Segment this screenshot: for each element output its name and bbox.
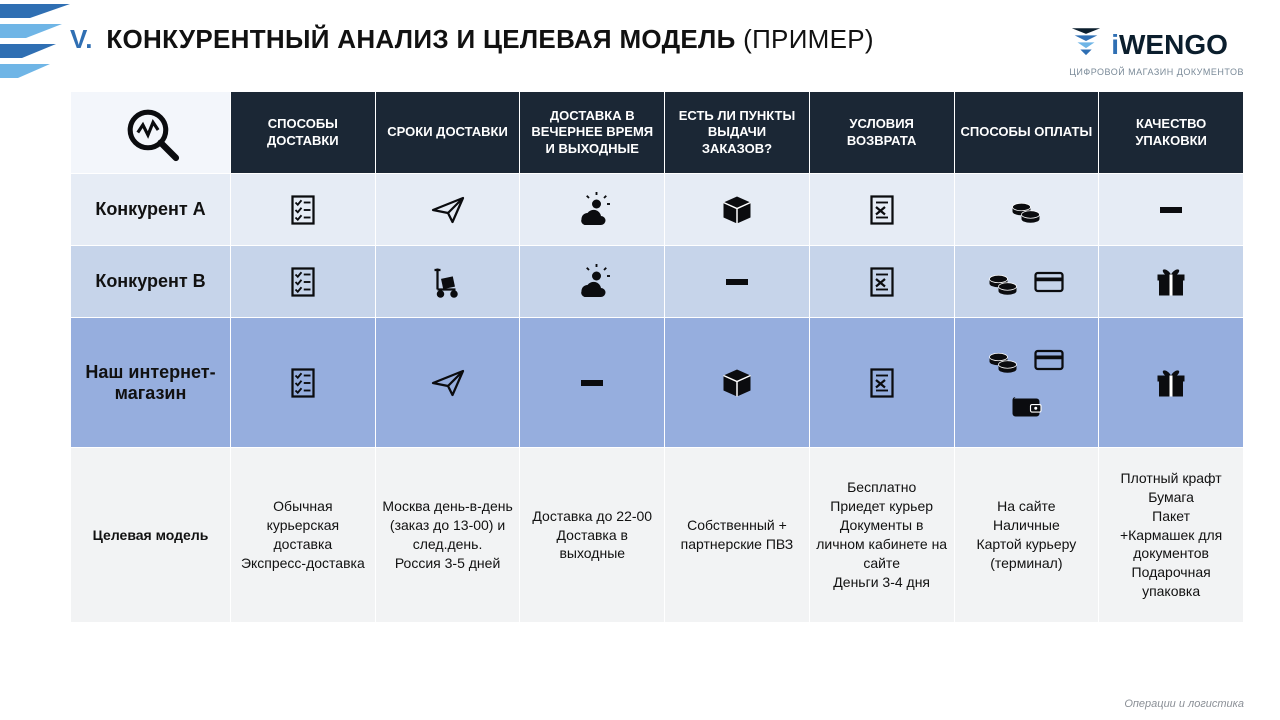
brand-tagline: ЦИФРОВОЙ МАГАЗИН ДОКУМЕНТОВ: [1069, 67, 1244, 77]
cell-text: Плотный крафт Бумага Пакет +Кармашек для…: [1105, 469, 1237, 601]
table-cell: Доставка до 22-00 Доставка в выходные: [520, 448, 665, 623]
sun-cloud-icon: [574, 192, 610, 228]
box-icon: [719, 365, 755, 401]
table-cell: [375, 246, 520, 318]
row-label: Конкурент А: [71, 174, 231, 246]
col-header-6: СПОСОБЫ ОПЛАТЫ: [954, 92, 1099, 174]
checklist-icon: [285, 192, 321, 228]
col-header-5: УСЛОВИЯ ВОЗВРАТА: [809, 92, 954, 174]
card-icon: [1031, 342, 1067, 378]
col-header-4: ЕСТЬ ЛИ ПУНКТЫ ВЫДАЧИ ЗАКАЗОВ?: [665, 92, 810, 174]
doc-cancel-icon: [864, 264, 900, 300]
card-icon: [1031, 264, 1067, 300]
dash-icon: [1160, 207, 1182, 213]
table-cell: [520, 318, 665, 448]
col-header-1: СПОСОБЫ ДОСТАВКИ: [231, 92, 376, 174]
checklist-icon: [285, 365, 321, 401]
header-search-cell: [71, 92, 231, 174]
wallet-icon: [1008, 388, 1044, 424]
title-sub: (ПРИМЕР): [743, 24, 874, 54]
table-cell: Плотный крафт Бумага Пакет +Кармашек для…: [1099, 448, 1244, 623]
dash-icon: [726, 279, 748, 285]
paper-plane-icon: [430, 365, 466, 401]
table-cell: На сайте Наличные Картой курьеру (термин…: [954, 448, 1099, 623]
row-label: Конкурент В: [71, 246, 231, 318]
table-cell: [809, 246, 954, 318]
doc-cancel-icon: [864, 192, 900, 228]
col-header-7: КАЧЕСТВО УПАКОВКИ: [1099, 92, 1244, 174]
cell-text: На сайте Наличные Картой курьеру (термин…: [961, 497, 1093, 573]
paper-plane-icon: [430, 192, 466, 228]
brand-name-i: i: [1111, 29, 1119, 60]
table-cell: [809, 318, 954, 448]
table-cell: [231, 174, 376, 246]
row-label: Наш интернет-магазин: [71, 318, 231, 448]
table-row: Целевая модельОбычная курьерская доставк…: [71, 448, 1244, 623]
table-cell: [375, 174, 520, 246]
cell-text: Собственный + партнерские ПВЗ: [671, 516, 803, 554]
cell-text: Обычная курьерская доставка Экспресс-дос…: [237, 497, 369, 573]
brand-logo-icon: [1069, 24, 1103, 65]
table-row: Конкурент В: [71, 246, 1244, 318]
checklist-icon: [285, 264, 321, 300]
table-cell: [1099, 246, 1244, 318]
footer-note: Операции и логистика: [1124, 698, 1244, 710]
doc-cancel-icon: [864, 365, 900, 401]
table-cell: [665, 318, 810, 448]
table-cell: [665, 246, 810, 318]
table-cell: [809, 174, 954, 246]
gift-icon: [1153, 264, 1189, 300]
table-cell: Собственный + партнерские ПВЗ: [665, 448, 810, 623]
brand-name-rest: WENGO: [1119, 29, 1228, 60]
table-cell: Бесплатно Приедет курьер Документы в лич…: [809, 448, 954, 623]
table-cell: [1099, 318, 1244, 448]
row-label: Целевая модель: [71, 448, 231, 623]
col-header-3: ДОСТАВКА В ВЕЧЕРНЕЕ ВРЕМЯ И ВЫХОДНЫЕ: [520, 92, 665, 174]
cell-text: Москва день-в-день (заказ до 13-00) и сл…: [382, 497, 514, 573]
table-row: Конкурент А: [71, 174, 1244, 246]
table-cell: [954, 174, 1099, 246]
magnifier-icon: [77, 102, 224, 163]
coins-icon: [985, 264, 1021, 300]
sun-cloud-icon: [574, 264, 610, 300]
dash-icon: [581, 380, 603, 386]
table-cell: Обычная курьерская доставка Экспресс-дос…: [231, 448, 376, 623]
page-title: V. КОНКУРЕНТНЫЙ АНАЛИЗ И ЦЕЛЕВАЯ МОДЕЛЬ …: [70, 24, 874, 55]
hand-truck-icon: [430, 264, 466, 300]
col-header-2: СРОКИ ДОСТАВКИ: [375, 92, 520, 174]
comparison-table: СПОСОБЫ ДОСТАВКИ СРОКИ ДОСТАВКИ ДОСТАВКА…: [70, 91, 1244, 623]
brand-block: iWENGO ЦИФРОВОЙ МАГАЗИН ДОКУМЕНТОВ: [1069, 24, 1244, 77]
table-cell: [520, 246, 665, 318]
cell-text: Доставка до 22-00 Доставка в выходные: [526, 507, 658, 564]
gift-icon: [1153, 365, 1189, 401]
title-main: КОНКУРЕНТНЫЙ АНАЛИЗ И ЦЕЛЕВАЯ МОДЕЛЬ: [106, 24, 735, 54]
cell-text: Бесплатно Приедет курьер Документы в лич…: [816, 478, 948, 591]
table-cell: [954, 246, 1099, 318]
table-cell: [231, 318, 376, 448]
table-cell: [375, 318, 520, 448]
table-cell: Москва день-в-день (заказ до 13-00) и сл…: [375, 448, 520, 623]
table-cell: [1099, 174, 1244, 246]
box-icon: [719, 192, 755, 228]
table-cell: [954, 318, 1099, 448]
coins-icon: [985, 342, 1021, 378]
table-cell: [520, 174, 665, 246]
table-row: Наш интернет-магазин: [71, 318, 1244, 448]
coins-icon: [1008, 192, 1044, 228]
table-cell: [665, 174, 810, 246]
corner-accent: [0, 0, 90, 120]
table-cell: [231, 246, 376, 318]
